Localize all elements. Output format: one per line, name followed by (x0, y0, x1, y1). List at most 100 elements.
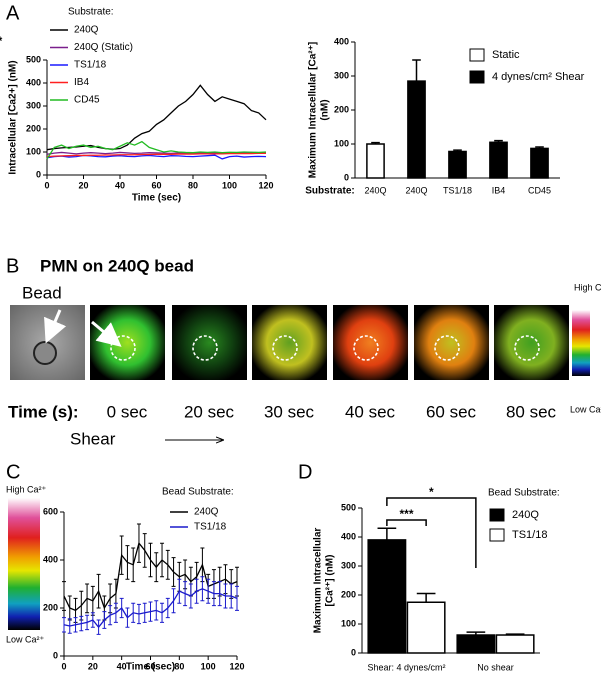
legend-label: TS1/18 (512, 529, 547, 541)
x-tick-label: 60 (145, 661, 155, 671)
y-tick-label: 400 (43, 554, 58, 564)
bar (530, 147, 549, 179)
legend-title: Bead Substrate: (162, 487, 234, 498)
bar (407, 80, 426, 179)
x-tick-label: 0 (61, 661, 66, 671)
panel-label: D (298, 461, 312, 483)
bar (489, 141, 508, 179)
y-tick-label: 100 (334, 138, 349, 148)
x-tick-label: 240Q (405, 185, 427, 195)
x-tick-label: 0 (44, 180, 49, 190)
error-bar (416, 592, 436, 603)
legend-label: CD45 (74, 95, 100, 106)
bar (495, 634, 535, 654)
x-tick-label: TS1/18 (443, 185, 472, 195)
legend-swatch (469, 48, 485, 62)
error-bar (377, 527, 397, 540)
chart: 0 200 400 600 Bead Substrate: 240Q TS1/18 0 20 40… (43, 487, 245, 673)
time-label: Time (s): (8, 402, 79, 421)
fluorescence-image (333, 305, 408, 380)
y-axis-label: (nM) (320, 99, 331, 120)
image-title: PMN on 240Q bead (40, 256, 194, 275)
data-line (46, 152, 266, 158)
x-tick-label: 80 (174, 661, 184, 671)
y-tick-label: 400 (26, 77, 41, 87)
y-tick-label: 0 (351, 647, 356, 657)
bead-outline (514, 335, 540, 361)
colorbar-high: High Ca²⁺ (6, 484, 47, 494)
y-tick-label: 0 (344, 172, 349, 182)
y-tick-label: 400 (334, 36, 349, 46)
colorbar-c: High Ca²⁺ Low Ca²⁺ (6, 484, 47, 644)
x-tick-label: No shear (477, 662, 514, 672)
x-tick-label: Shear: 4 dynes/cm² (367, 662, 445, 672)
x-tick-label: 20 (88, 661, 98, 671)
data-line (63, 588, 238, 629)
colorbar-high: High Ca²⁺ (574, 282, 601, 292)
legend-label: Static (492, 49, 520, 61)
fluorescence-image (252, 305, 327, 380)
bar (456, 634, 496, 654)
bead (33, 341, 57, 365)
legend-label: IB4 (74, 77, 89, 88)
y-tick-label: 300 (334, 70, 349, 80)
frame-time: 20 sec (184, 402, 235, 421)
significance-label: * (0, 34, 3, 48)
bead-outline (272, 335, 298, 361)
frame-time: 40 sec (345, 402, 396, 421)
panel-label: C (6, 461, 20, 483)
frame-time: 30 sec (264, 402, 315, 421)
legend-title: Bead Substrate: (488, 488, 560, 499)
x-tick-label: 80 (188, 180, 198, 190)
legend-label: 240Q (Static) (74, 42, 133, 53)
y-axis-label: Intracellular [Ca2+] (nM) (8, 60, 19, 174)
significance-label: * (429, 485, 434, 499)
x-axis-label: Substrate: (305, 186, 354, 197)
legend-label: TS1/18 (194, 522, 227, 533)
fluorescence-image (494, 305, 569, 380)
legend-title: Substrate: (68, 7, 114, 18)
legend-swatch (469, 70, 485, 84)
legend-label: 240Q (512, 509, 539, 521)
y-tick-label: 0 (53, 650, 58, 660)
bar (366, 143, 385, 179)
panel-label: B (6, 255, 19, 277)
frame-time: 60 sec (426, 402, 477, 421)
shear-label: Shear (70, 429, 116, 448)
bead-outline (110, 335, 136, 361)
chart: 0 100 200 300 400 500 Maximum Intracellular [Ca… (313, 485, 560, 672)
x-tick-label: CD45 (528, 185, 551, 195)
bead-outline (353, 335, 379, 361)
colorbar (572, 310, 590, 376)
y-tick-label: 300 (26, 100, 41, 110)
x-tick-label: 100 (222, 180, 237, 190)
colorbar (8, 498, 40, 630)
bead-label: Bead (22, 283, 62, 302)
fluorescence-image (414, 305, 489, 380)
fluorescence-image (90, 305, 165, 380)
y-tick-label: 200 (334, 104, 349, 114)
y-tick-label: 100 (26, 146, 41, 156)
x-tick-label: 20 (78, 180, 88, 190)
x-axis-label: Time (sec) (132, 193, 181, 204)
arrow (91, 320, 122, 347)
y-tick-label: 600 (43, 506, 58, 516)
bead-outline (434, 335, 460, 361)
legend-swatch (489, 528, 505, 542)
x-tick-label: 100 (201, 661, 216, 671)
y-tick-label: 200 (26, 123, 41, 133)
y-axis-label: Maximum Intracellular (313, 528, 324, 634)
x-tick-label: 40 (115, 180, 125, 190)
arrow (44, 309, 67, 344)
x-tick-label: 40 (117, 661, 127, 671)
data-line (46, 84, 267, 151)
data-line (46, 140, 267, 160)
legend-swatch (489, 508, 505, 522)
y-tick-label: 200 (341, 589, 356, 599)
fluorescence-image (172, 305, 247, 380)
y-tick-label: 100 (341, 618, 356, 628)
legend-label: 240Q (194, 507, 219, 518)
